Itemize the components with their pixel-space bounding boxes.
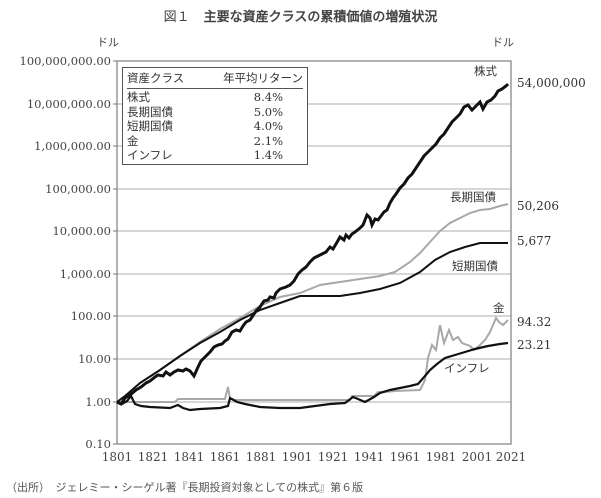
x-tick-1801: 1801 bbox=[101, 450, 133, 464]
x-tick-1901: 1901 bbox=[281, 450, 313, 464]
series-inflation bbox=[116, 341, 509, 412]
label-long-bonds: 長期国債 bbox=[450, 190, 496, 204]
y-tick-1e5: 100,000.00 bbox=[45, 182, 111, 196]
end-value-long-bonds: 50,206 bbox=[517, 199, 559, 213]
figure-number: 図１ bbox=[163, 10, 190, 25]
chart-title: 図１ 主要な資産クラスの累積価値の増殖状況 bbox=[0, 6, 601, 25]
legend-header: 資産クラス 年平均リターン bbox=[127, 69, 303, 89]
series-short-bills bbox=[116, 242, 508, 403]
x-tick-1821: 1821 bbox=[137, 450, 169, 464]
end-value-inflation: 23.21 bbox=[517, 338, 552, 352]
legend-header-class: 資産クラス bbox=[127, 71, 185, 85]
y-tick-1e7: 10,000,000.00 bbox=[26, 97, 111, 111]
end-value-stocks: 54,000,000 bbox=[517, 76, 586, 90]
x-tick-1841: 1841 bbox=[173, 450, 205, 464]
title-text: 主要な資産クラスの累積価値の増殖状況 bbox=[203, 10, 438, 25]
y-unit-right: ドル bbox=[492, 36, 514, 49]
y-tick-1e8: 100,000,000.00 bbox=[19, 54, 111, 68]
legend-row-long-bonds: 長期国債 5.0% bbox=[127, 104, 283, 119]
x-tick-1921: 1921 bbox=[317, 450, 349, 464]
y-unit-left: ドル bbox=[97, 36, 119, 49]
end-value-short-bills: 5,677 bbox=[517, 234, 552, 248]
source-note: （出所） ジェレミー・シーゲル著『長期投資対象としての株式』第６版 bbox=[6, 481, 364, 494]
y-tick-1e-1: 0.10 bbox=[85, 437, 111, 451]
x-tick-1961: 1961 bbox=[389, 450, 421, 464]
x-tick-1981: 1981 bbox=[425, 450, 457, 464]
x-tick-1941: 1941 bbox=[353, 450, 385, 464]
x-tick-1881: 1881 bbox=[245, 450, 277, 464]
y-tick-1e6: 1,000,000.00 bbox=[34, 139, 111, 153]
end-value-gold: 94.32 bbox=[517, 315, 552, 329]
legend-row-gold: 金 2.1% bbox=[127, 133, 283, 148]
plot-frame bbox=[116, 60, 512, 445]
x-tick-2021: 2021 bbox=[495, 450, 527, 464]
legend-row-stocks: 株式 8.4% bbox=[127, 90, 283, 104]
label-inflation: インフレ bbox=[444, 361, 490, 375]
y-tick-1e4: 10,000.00 bbox=[52, 224, 111, 238]
series-stocks bbox=[116, 82, 510, 406]
legend-table: 資産クラス 年平均リターン 株式 8.4% 長期国債 5.0% 短期国債 4.0% 金… bbox=[122, 67, 308, 165]
y-tick-1e2: 100.00 bbox=[70, 309, 111, 323]
legend-row-inflation: インフレ 1.4% bbox=[127, 148, 283, 162]
label-short-bills: 短期国債 bbox=[452, 259, 498, 273]
y-tick-1e0: 1.00 bbox=[85, 395, 111, 409]
y-tick-1e3: 1,000.00 bbox=[59, 267, 111, 281]
label-gold: 金 bbox=[493, 301, 505, 315]
x-tick-2001: 2001 bbox=[461, 450, 493, 464]
label-stocks: 株式 bbox=[474, 64, 497, 78]
legend-row-short-bills: 短期国債 4.0% bbox=[127, 119, 283, 133]
y-tick-1e1: 10.00 bbox=[78, 352, 111, 366]
legend-header-return: 年平均リターン bbox=[223, 71, 303, 85]
x-tick-1861: 1861 bbox=[209, 450, 241, 464]
